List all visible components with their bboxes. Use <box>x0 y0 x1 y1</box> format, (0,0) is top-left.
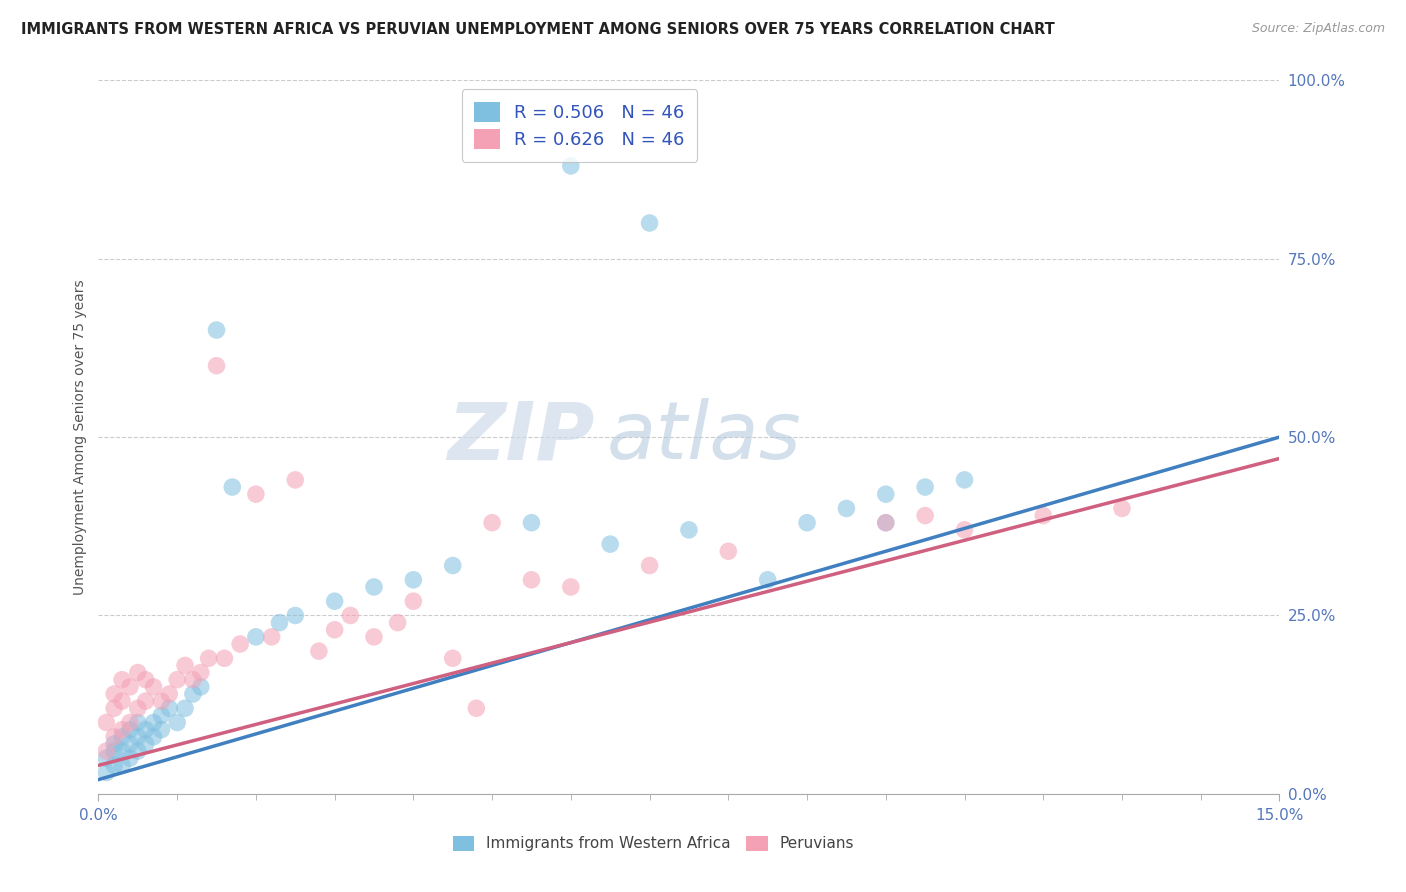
Point <box>560 580 582 594</box>
Point <box>339 608 361 623</box>
Point <box>190 680 212 694</box>
Point <box>953 523 976 537</box>
Point <box>284 473 307 487</box>
Point <box>127 715 149 730</box>
Point <box>441 558 464 573</box>
Point <box>402 594 425 608</box>
Point <box>465 701 488 715</box>
Point <box>1032 508 1054 523</box>
Point <box>96 765 118 780</box>
Point <box>127 665 149 680</box>
Point <box>103 701 125 715</box>
Point <box>96 744 118 758</box>
Point <box>166 673 188 687</box>
Point <box>174 658 197 673</box>
Point <box>111 744 134 758</box>
Point <box>96 715 118 730</box>
Point <box>520 516 543 530</box>
Point <box>150 723 173 737</box>
Text: IMMIGRANTS FROM WESTERN AFRICA VS PERUVIAN UNEMPLOYMENT AMONG SENIORS OVER 75 YE: IMMIGRANTS FROM WESTERN AFRICA VS PERUVI… <box>21 22 1054 37</box>
Point <box>96 751 118 765</box>
Legend: Immigrants from Western Africa, Peruvians: Immigrants from Western Africa, Peruvian… <box>447 830 860 857</box>
Point <box>127 730 149 744</box>
Point <box>103 744 125 758</box>
Point <box>103 758 125 772</box>
Point <box>166 715 188 730</box>
Point <box>118 680 141 694</box>
Point <box>717 544 740 558</box>
Point <box>190 665 212 680</box>
Point <box>914 508 936 523</box>
Point <box>638 558 661 573</box>
Point <box>560 159 582 173</box>
Point <box>953 473 976 487</box>
Point <box>157 687 180 701</box>
Point <box>118 737 141 751</box>
Point <box>174 701 197 715</box>
Point <box>796 516 818 530</box>
Point <box>308 644 330 658</box>
Point <box>142 730 165 744</box>
Point <box>481 516 503 530</box>
Point <box>914 480 936 494</box>
Point <box>638 216 661 230</box>
Point <box>103 730 125 744</box>
Point <box>135 694 157 708</box>
Point <box>118 723 141 737</box>
Point <box>520 573 543 587</box>
Point <box>875 516 897 530</box>
Point <box>323 594 346 608</box>
Point <box>135 673 157 687</box>
Point <box>118 751 141 765</box>
Text: Source: ZipAtlas.com: Source: ZipAtlas.com <box>1251 22 1385 36</box>
Point <box>678 523 700 537</box>
Point <box>103 737 125 751</box>
Text: ZIP: ZIP <box>447 398 595 476</box>
Point <box>111 694 134 708</box>
Point <box>127 701 149 715</box>
Point <box>135 723 157 737</box>
Point <box>142 680 165 694</box>
Y-axis label: Unemployment Among Seniors over 75 years: Unemployment Among Seniors over 75 years <box>73 279 87 595</box>
Point <box>157 701 180 715</box>
Point <box>150 708 173 723</box>
Point <box>205 323 228 337</box>
Point <box>387 615 409 630</box>
Point <box>402 573 425 587</box>
Point <box>1111 501 1133 516</box>
Point <box>363 580 385 594</box>
Point <box>323 623 346 637</box>
Point <box>269 615 291 630</box>
Point <box>441 651 464 665</box>
Point <box>245 487 267 501</box>
Point <box>181 673 204 687</box>
Text: atlas: atlas <box>606 398 801 476</box>
Point <box>111 673 134 687</box>
Point <box>260 630 283 644</box>
Point <box>118 715 141 730</box>
Point <box>111 758 134 772</box>
Point <box>363 630 385 644</box>
Point <box>197 651 219 665</box>
Point <box>875 516 897 530</box>
Point <box>221 480 243 494</box>
Point <box>205 359 228 373</box>
Point <box>111 730 134 744</box>
Point <box>150 694 173 708</box>
Point <box>181 687 204 701</box>
Point <box>756 573 779 587</box>
Point <box>135 737 157 751</box>
Point <box>214 651 236 665</box>
Point <box>142 715 165 730</box>
Point <box>284 608 307 623</box>
Point <box>835 501 858 516</box>
Point <box>111 723 134 737</box>
Point <box>875 487 897 501</box>
Point <box>245 630 267 644</box>
Point <box>127 744 149 758</box>
Point <box>229 637 252 651</box>
Point <box>103 687 125 701</box>
Point <box>599 537 621 551</box>
